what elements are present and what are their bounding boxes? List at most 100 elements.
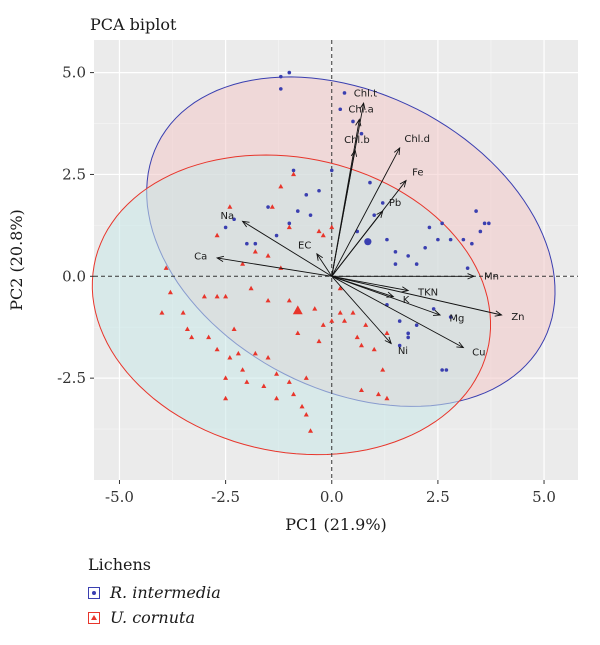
legend: Lichens R. intermedia U. cornuta — [88, 555, 221, 630]
arrow-head — [384, 336, 392, 345]
data-point — [265, 297, 271, 303]
data-point — [253, 241, 258, 246]
data-point — [372, 213, 377, 217]
data-point — [286, 379, 292, 384]
data-point — [329, 224, 335, 230]
data-point — [240, 367, 246, 372]
data-point — [304, 193, 309, 197]
data-point — [380, 201, 385, 205]
arrow-head — [355, 118, 362, 127]
loading-arrow — [316, 253, 333, 277]
loading-label: Na — [220, 211, 234, 222]
arrow-head — [359, 102, 366, 111]
x-axis-title: PC1 (21.9%) — [285, 515, 387, 534]
data-point — [375, 391, 381, 397]
arrow-head — [215, 255, 225, 263]
loading-label: Pb — [389, 198, 401, 209]
data-point — [231, 326, 237, 331]
data-point — [371, 346, 377, 352]
arrow-head — [433, 309, 442, 316]
data-point — [414, 323, 419, 327]
data-point — [329, 318, 335, 323]
data-point — [329, 168, 334, 173]
x-axis-ticks: -5.0 -2.5 0.0 2.5 5.0 — [105, 480, 556, 506]
data-point — [286, 224, 292, 230]
data-point — [397, 319, 402, 323]
data-point — [308, 213, 313, 217]
loading-arrow — [217, 257, 332, 277]
y-axis-title: PC2 (20.8%) — [7, 209, 26, 311]
data-point — [227, 354, 233, 360]
arrow-head — [350, 148, 358, 157]
data-point — [223, 375, 229, 380]
loading-arrow — [331, 275, 502, 316]
loading-label: Mn — [484, 271, 499, 282]
data-point — [214, 232, 220, 238]
arrow-head — [241, 220, 250, 228]
loading-label: Ca — [194, 251, 207, 262]
arrow-head — [467, 273, 476, 280]
data-point — [163, 265, 169, 270]
loading-vectors: Chl.t Chl.a Chl.b Chl.d Fe Pb Na EC Ca Mn TKN K Zn Mg… — [194, 88, 524, 358]
data-point — [287, 221, 292, 226]
data-point — [393, 250, 398, 254]
data-point — [206, 334, 212, 340]
data-point — [261, 383, 267, 388]
loading-label: Fe — [412, 168, 423, 179]
data-point — [274, 233, 279, 238]
chart-title: PCA biplot — [90, 15, 177, 34]
arrow-head — [456, 341, 465, 349]
data-point — [465, 266, 470, 270]
data-point — [223, 225, 228, 230]
data-point — [406, 331, 410, 336]
data-point — [337, 310, 343, 315]
data-point — [320, 232, 326, 238]
y-axis-ticks: -2.5 0.0 2.5 5.0 — [57, 64, 94, 387]
data-point — [248, 285, 254, 291]
data-point — [406, 254, 410, 258]
x-tick-label: -5.0 — [105, 488, 134, 506]
data-point — [487, 221, 491, 226]
data-point — [201, 293, 207, 299]
data-point — [291, 168, 296, 173]
data-point — [406, 335, 410, 340]
legend-item-u-cornuta: U. cornuta — [88, 605, 221, 630]
data-point — [351, 119, 355, 124]
data-point — [436, 237, 440, 242]
loading-label: EC — [298, 241, 311, 252]
data-point — [223, 293, 229, 299]
data-point — [448, 237, 453, 242]
data-point — [303, 412, 309, 417]
data-point — [474, 209, 478, 213]
loading-arrow — [242, 220, 332, 277]
arrow-head — [393, 146, 401, 155]
arrow-head — [401, 286, 410, 293]
data-point — [384, 330, 390, 336]
arrow-head — [376, 210, 384, 218]
data-point — [266, 205, 270, 209]
confidence-ellipses — [91, 76, 556, 456]
data-point — [444, 368, 449, 372]
data-point — [359, 131, 364, 136]
data-point — [342, 91, 347, 95]
loading-label: Zn — [511, 312, 524, 323]
data-point — [291, 171, 297, 177]
legend-label: U. cornuta — [110, 608, 196, 627]
loading-arrow — [331, 275, 441, 316]
data-point — [265, 253, 271, 258]
loading-label: Chl.b — [344, 135, 370, 146]
data-point — [414, 262, 419, 266]
loading-label: Mg — [449, 313, 464, 324]
data-point — [299, 403, 305, 409]
data-point — [380, 367, 386, 372]
data-point — [303, 375, 309, 380]
data-point — [265, 354, 271, 360]
data-point — [338, 107, 343, 112]
data-point — [279, 74, 283, 79]
loading-arrow — [331, 210, 384, 277]
data-point — [167, 289, 173, 295]
loading-arrow — [331, 149, 356, 277]
x-tick-label: -2.5 — [211, 488, 240, 506]
legend-label: R. intermedia — [110, 583, 221, 602]
